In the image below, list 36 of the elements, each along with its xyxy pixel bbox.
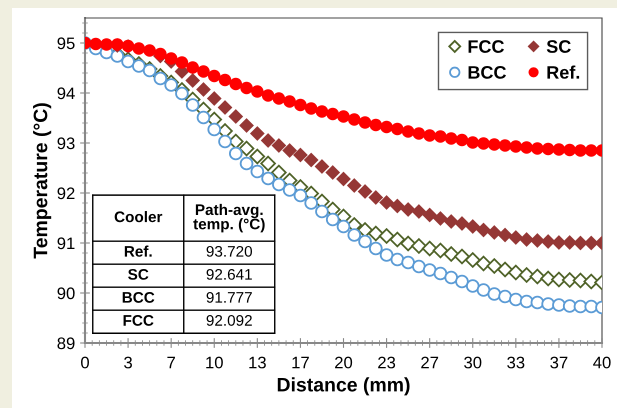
x-tick-label: 0 [81,356,89,368]
y-tick-label: 91 [58,237,74,250]
x-tick-label: 30 [464,356,482,368]
legend-label: FCC [468,40,504,53]
y-tick-label: 92 [58,187,74,200]
y-tick-label: 89 [57,337,74,350]
y-tick-label: 95 [58,37,75,50]
x-tick-label: 7 [167,356,175,368]
x-tick-label: 10 [206,356,223,368]
x-tick-label: 37 [550,356,568,368]
x-tick-label: 27 [421,356,438,368]
legend-label: Ref. [547,66,580,79]
annotation: SC [128,268,148,280]
annotation: Ref. [124,246,152,257]
y-tick-label: 94 [58,87,75,100]
x-tick-label: 33 [507,356,524,368]
x-tick-label: 17 [292,356,309,368]
x-tick-label: 20 [335,356,352,368]
x-tick-label: 3 [124,356,132,368]
annotation: Cooler [114,211,162,222]
x-tick-label: 13 [249,356,266,368]
annotation: Path-avg. temp. (°C) [193,204,265,232]
legend-label: SC [546,40,571,53]
x-tick-label: 23 [378,356,396,368]
annotation: BCC [122,292,154,303]
annotation: 93.720 [206,246,252,257]
annotation: FCC [124,315,154,326]
y-tick-label: 90 [58,287,75,300]
x-axis-title: Distance (mm) [278,377,410,396]
annotation: 91.777 [206,292,252,303]
x-tick-label: 40 [593,356,611,368]
y-axis-title: Temperature (°C) [33,103,52,259]
y-tick-label: 93 [58,137,75,150]
legend-label: BCC [468,66,506,79]
annotation: 92.641 [206,268,252,280]
annotation: 92.092 [206,315,252,326]
